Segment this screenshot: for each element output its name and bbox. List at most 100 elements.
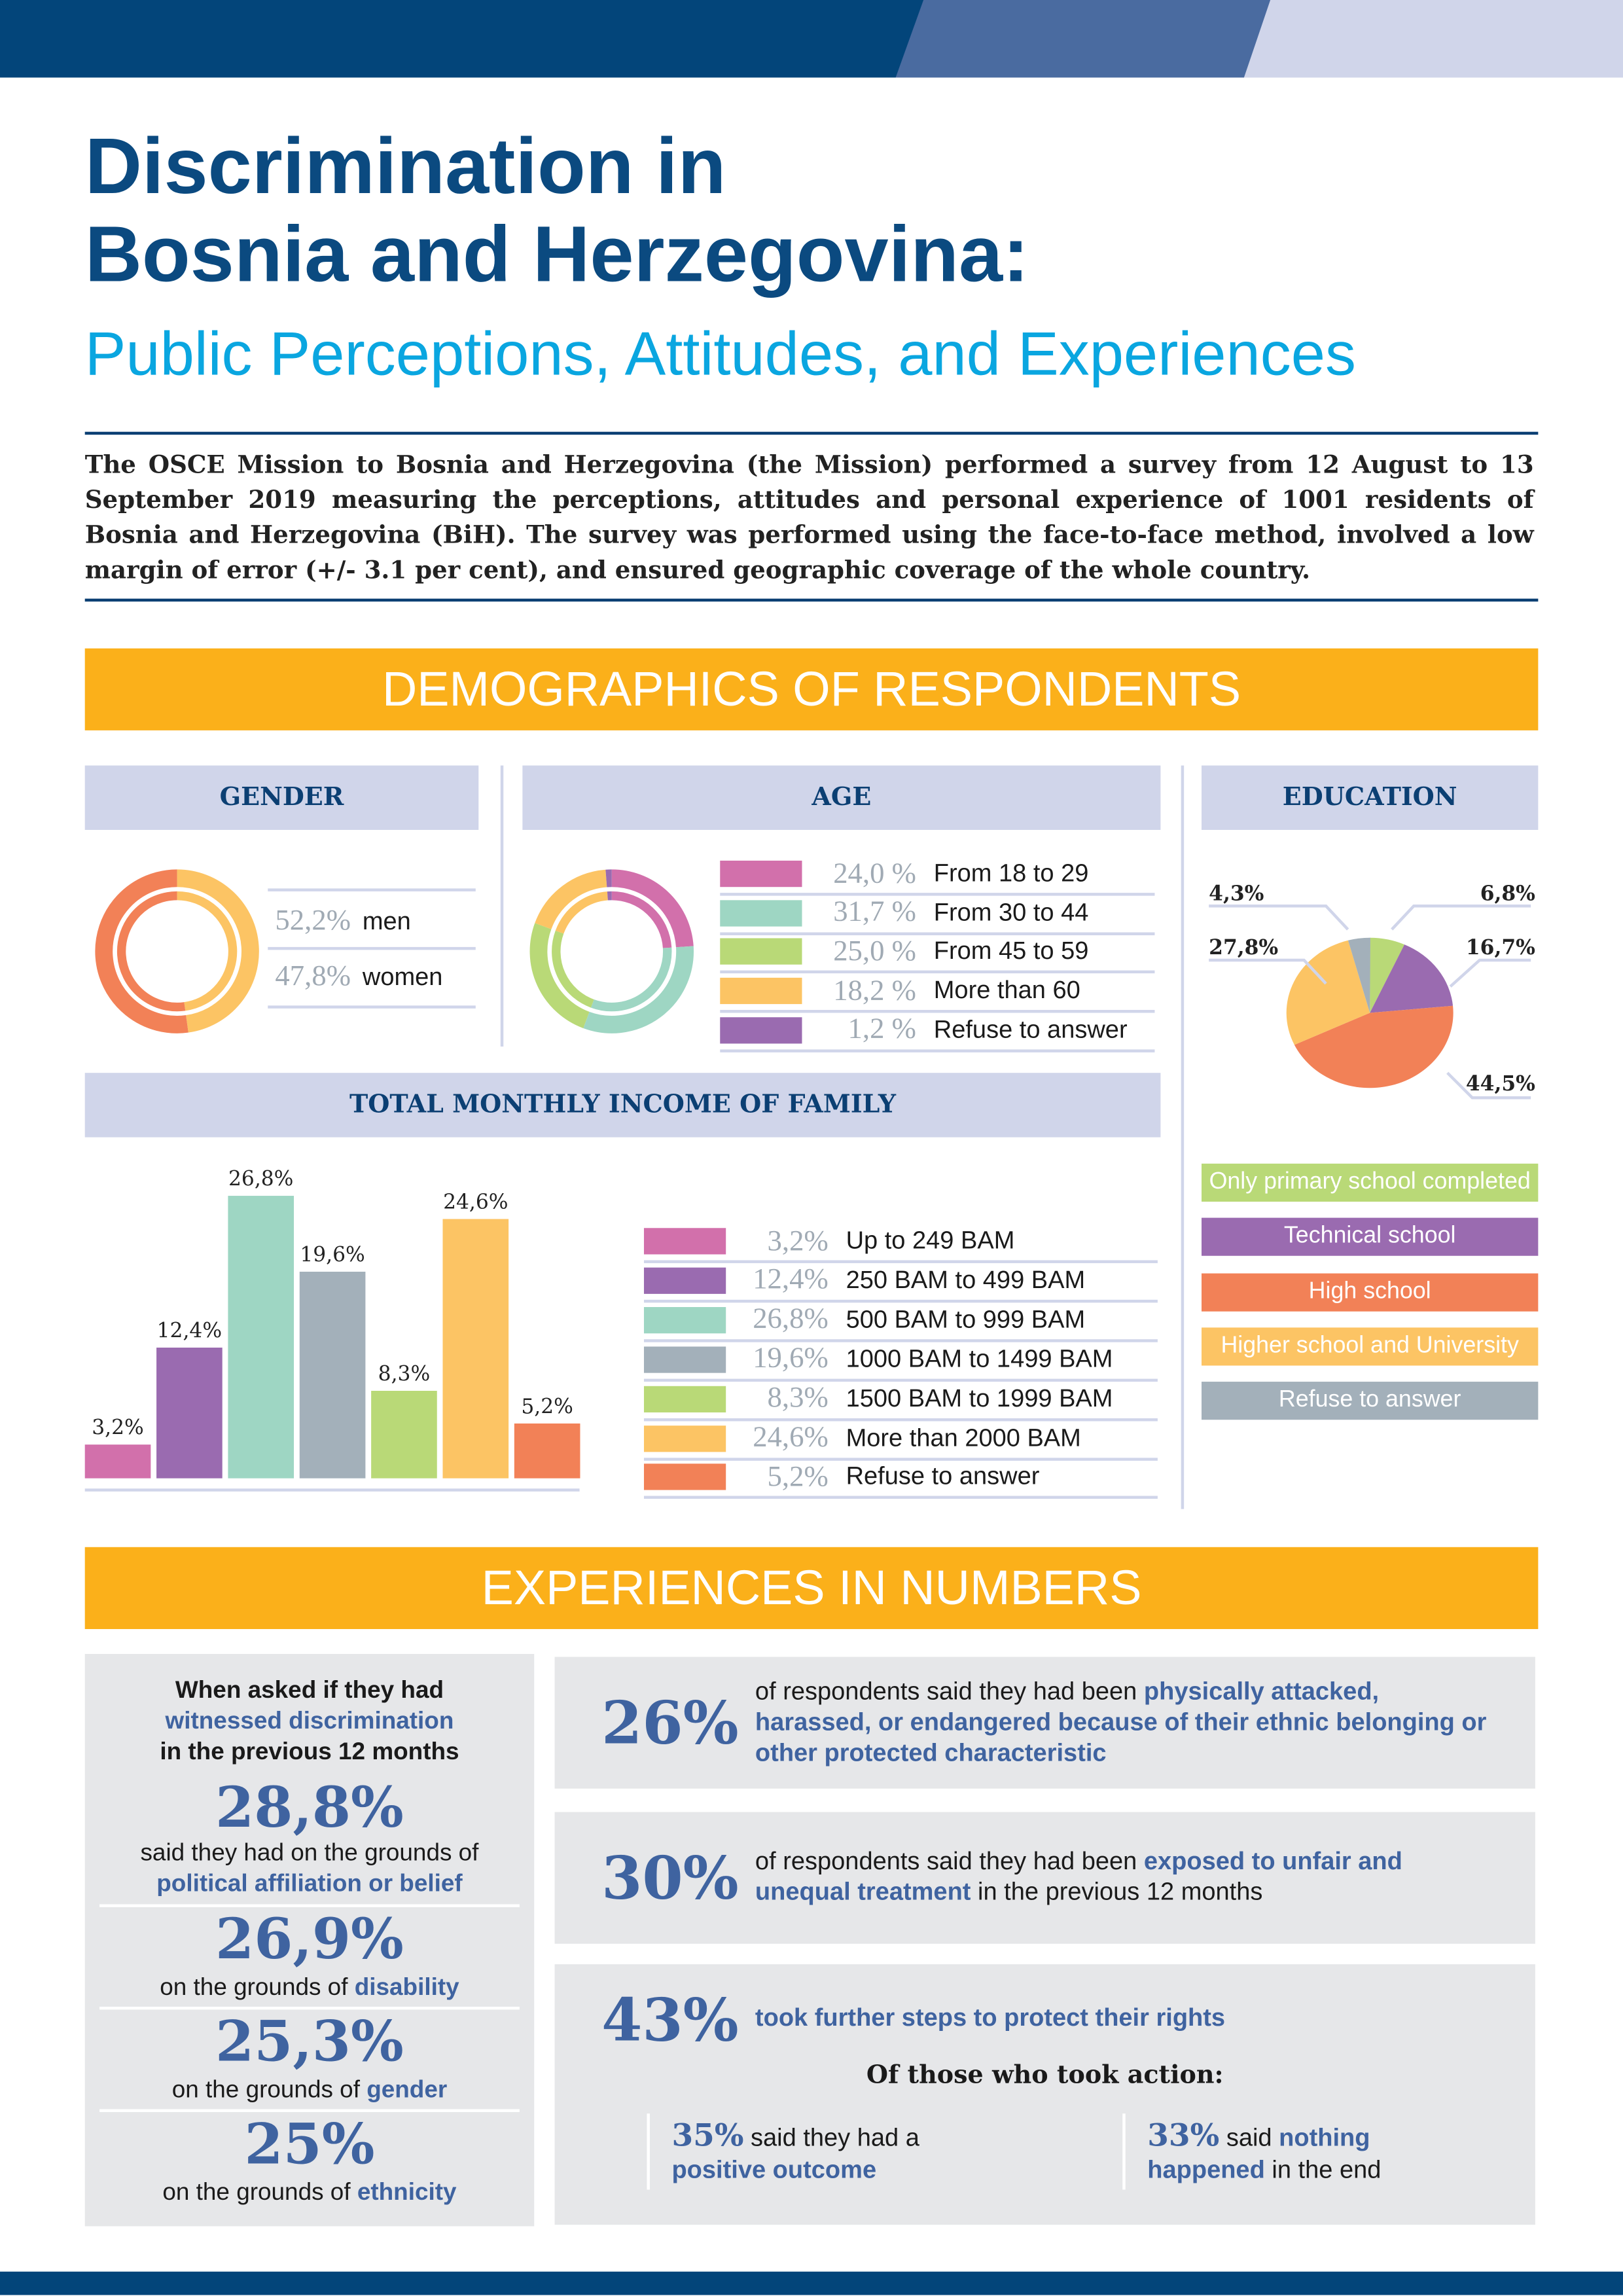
education-pie-slice [1294,1005,1454,1088]
stat-pct: 26% [601,1689,739,1758]
witnessed-ground: political affiliation or belief [156,1870,463,1897]
income-pct: 26,8% [753,1302,829,1336]
title-line-1: Discrimination in [84,122,726,211]
question-highlight: witnessed discrimination [165,1708,454,1735]
age-swatch [720,1016,802,1044]
divider [500,765,504,1047]
education-pie-chart: 4,3% 6,8% 27,8% 16,7% 44,5% [1209,882,1535,1100]
outcome-pct: 35% [671,2116,744,2153]
gender-donut-chart [95,869,259,1033]
income-bar [156,1347,223,1479]
income-legend-item: 19,6% 1000 BAM to 1499 BAM [643,1340,1158,1382]
witnessed-text: on the grounds of [171,2077,367,2104]
income-bar-label: 26,8% [228,1167,293,1191]
income-bar-chart: 3,2% 12,4% 26,8% 19,6% 8,3% 24,6% 5,2% [84,1167,580,1492]
income-legend-item: 26,8% 500 BAM to 999 BAM [643,1301,1158,1342]
age-pct: 24,0 % [833,857,916,889]
pie-leader-line [1446,1071,1531,1100]
income-pct: 24,6% [753,1421,829,1454]
outcome-highlight: positive outcome [671,2156,877,2184]
income-pct: 19,6% [753,1342,829,1375]
education-legend-item: Refuse to answer [1202,1382,1539,1420]
divider [1181,765,1185,1509]
age-outer-segment [583,946,694,1033]
outcome-text: said [1219,2123,1279,2152]
age-inner-segment [552,930,594,1008]
gender-header: GENDER [84,765,479,830]
age-legend-item: 25,0 % From 45 to 59 [720,933,1155,975]
age-label: More than 60 [933,976,1080,1005]
outcome-text: said they had a [743,2123,919,2152]
question-line: When asked if they had [175,1677,444,1704]
gender-inner-segment [116,891,186,1012]
income-label: Refuse to answer [846,1462,1040,1491]
income-swatch [643,1228,726,1255]
witnessed-pct: 25,3% [215,2008,404,2074]
stat-pct: 30% [601,1844,739,1913]
age-header: AGE [522,765,1161,830]
income-bar-label: 3,2% [92,1416,144,1439]
education-pie-slice [1347,937,1370,1013]
income-label: 500 BAM to 999 BAM [846,1305,1086,1333]
income-label: More than 2000 BAM [846,1423,1081,1452]
income-label: 250 BAM to 499 BAM [846,1266,1086,1294]
education-header: EDUCATION [1202,765,1539,830]
age-legend-item: 24,0 % From 18 to 29 [720,855,1155,896]
witnessed-ground: disability [354,1974,459,2001]
witnessed-text: on the grounds of [162,2179,357,2206]
gender-outer-segment [95,869,188,1033]
stat-highlight: took further steps to protect their righ… [755,2003,1226,2032]
education-legend-item: Only primary school completed [1202,1163,1539,1202]
gender-inner-segment [177,891,238,1011]
income-legend-item: 3,2% Up to 249 BAM [643,1222,1158,1263]
income-bar [371,1390,437,1479]
witnessed-text: said they had on the grounds of [140,1840,479,1867]
title-line-2: Bosnia and Herzegovina: [84,211,1029,299]
age-donut-chart [529,869,694,1033]
witnessed-item: 25% on the grounds of ethnicity [85,2111,535,2209]
divider [268,888,476,891]
income-label: 1000 BAM to 1499 BAM [846,1344,1113,1372]
income-swatch [643,1385,726,1412]
witnessed-text: on the grounds of [160,1974,355,2001]
outcome-highlight: nothing happened [1147,2123,1370,2184]
gender-label: women [362,963,443,991]
divider [268,946,476,950]
income-swatch [643,1306,726,1333]
outcome-positive: 35% said they had a positive outcome [671,2119,993,2187]
income-bar-label: 12,4% [157,1319,222,1342]
age-label: From 18 to 29 [933,859,1089,888]
education-pie-label: 6,8% [1480,882,1535,905]
age-label: Refuse to answer [933,1015,1128,1044]
intro-paragraph: The OSCE Mission to Bosnia and Herzegovi… [84,449,1534,584]
divider [99,2006,520,2010]
income-bar [514,1423,580,1479]
income-swatch [643,1267,726,1294]
education-pie-label: 4,3% [1209,882,1264,905]
income-bar-label: 8,3% [378,1362,431,1386]
education-pie-slice [1370,944,1454,1013]
stat-unfair-treatment: 30% of respondents said they had been ex… [554,1812,1535,1944]
income-legend-item: 8,3% 1500 BAM to 1999 BAM [643,1380,1158,1421]
divider [84,431,1539,435]
witnessed-pct: 26,9% [215,1905,404,1972]
gender-pct: 47,8% [275,960,351,993]
education-pie-label: 44,5% [1466,1072,1535,1096]
outcome-nothing: 33% said nothing happened in the end [1147,2119,1440,2187]
witnessed-ground: ethnicity [357,2179,457,2206]
income-legend-item: 12,4% 250 BAM to 499 BAM [643,1261,1158,1303]
income-pct: 3,2% [767,1224,829,1257]
gender-women: 47,8% women [275,960,442,994]
education-legend-item: Higher school and University [1202,1327,1539,1366]
divider [99,2109,520,2112]
income-legend-item: 5,2% Refuse to answer [643,1458,1158,1499]
education-pie-slice [1370,937,1404,1013]
age-swatch [720,860,802,888]
experiences-banner: EXPERIENCES IN NUMBERS [84,1547,1539,1630]
income-bar-label: 5,2% [521,1395,573,1418]
income-pct: 8,3% [767,1382,829,1414]
income-label: Up to 249 BAM [846,1227,1015,1255]
stat-physical-attack: 26% of respondents said they had been ph… [554,1657,1535,1789]
page-title: Discrimination in Bosnia and Herzegovina… [85,123,1029,298]
age-swatch [720,939,802,965]
